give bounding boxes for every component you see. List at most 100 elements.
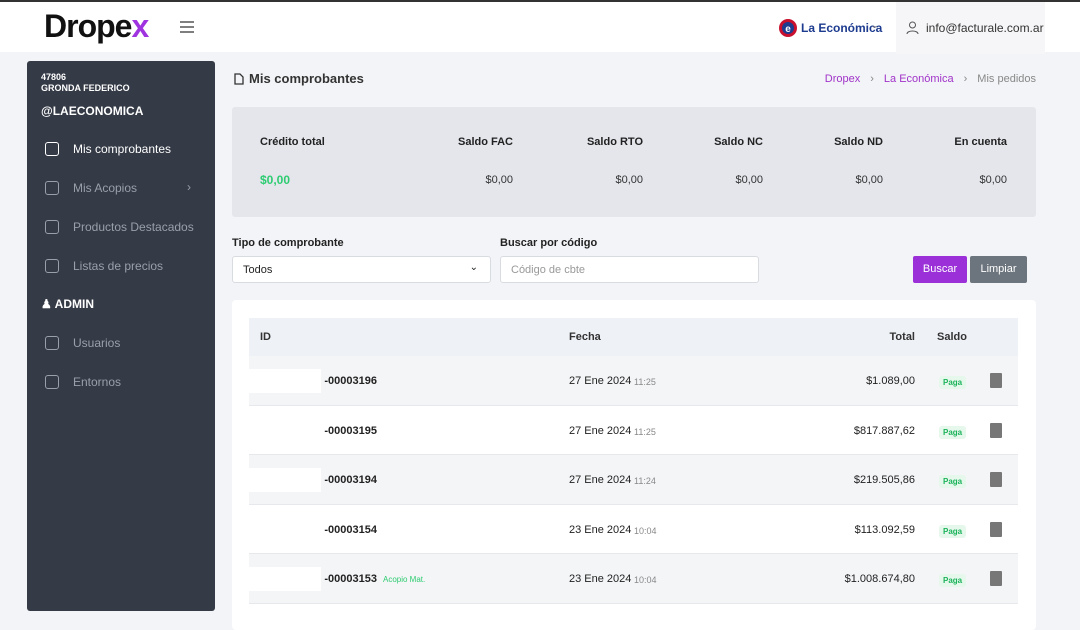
menu-icon xyxy=(45,259,59,273)
row-total: $817.887,62 xyxy=(853,424,915,437)
row-date: 23 Ene 2024 xyxy=(569,573,632,585)
row-time: 10:04 xyxy=(634,525,657,536)
status-badge: Paga xyxy=(939,574,967,587)
filter-label: Buscar por código xyxy=(500,237,598,249)
company-selector[interactable]: La Económica xyxy=(801,21,883,35)
filter-label: Tipo de comprobante xyxy=(232,237,344,249)
breadcrumb-item: Mis pedidos xyxy=(977,73,1036,85)
row-id: -00003154 xyxy=(324,523,377,536)
menu-icon xyxy=(45,375,59,389)
status-badge: Paga xyxy=(939,475,967,488)
row-date: 27 Ene 2024 xyxy=(569,375,632,387)
summary-value: $0,00 xyxy=(735,174,763,186)
row-total: $219.505,86 xyxy=(853,474,915,486)
row-time: 11:25 xyxy=(634,377,656,387)
summary-value: $0,00 xyxy=(855,174,883,186)
menu-item[interactable]: Mis Acopios xyxy=(73,181,138,195)
breadcrumb: Dropex › La Económica › Mis pedidos xyxy=(825,73,1036,85)
type-select[interactable]: Todos ⌄ xyxy=(232,256,491,283)
table-row[interactable] xyxy=(249,356,1018,406)
menu-icon xyxy=(45,220,59,234)
table-row[interactable] xyxy=(249,554,1018,604)
summary-label: Crédito total xyxy=(260,136,325,148)
svg-text:e: e xyxy=(785,24,791,35)
menu-item[interactable]: Listas de precios xyxy=(73,259,164,273)
row-id: -00003195 xyxy=(324,424,377,437)
row-date: 27 Ene 2024 xyxy=(569,474,632,486)
account-id: 47806 xyxy=(41,72,67,82)
table-row[interactable] xyxy=(249,405,1018,455)
summary-panel xyxy=(232,107,1036,217)
menu-icon xyxy=(45,181,59,195)
summary-label: Saldo RTO xyxy=(586,136,643,148)
summary-value: $0,00 xyxy=(485,174,513,186)
company-logo: e xyxy=(779,19,797,37)
document-icon[interactable] xyxy=(990,571,1002,586)
logo[interactable]: Dropex xyxy=(44,8,149,44)
row-tag: Acopio Mat. xyxy=(383,575,426,584)
menu-item[interactable]: Productos Destacados xyxy=(73,220,194,234)
row-date: 23 Ene 2024 xyxy=(569,523,632,536)
code-input[interactable]: Código de cbte xyxy=(500,256,759,283)
separator: › xyxy=(963,73,968,85)
summary-label: Saldo NC xyxy=(714,136,763,148)
document-icon[interactable] xyxy=(990,373,1002,388)
status-badge: Paga xyxy=(939,425,967,439)
row-total: $1.008.674,80 xyxy=(844,573,915,585)
account-name: GRONDA FEDERICO xyxy=(41,83,130,93)
admin-title-text: ADMIN xyxy=(54,297,94,311)
row-time: 10:04 xyxy=(634,575,657,585)
sidebar: 47806 GRONDA FEDERICO @LAECONOMICA ♟ ADM… xyxy=(27,61,215,611)
summary-value: $0,00 xyxy=(615,174,643,186)
redacted xyxy=(249,369,321,393)
header: Dropex e La Económica ⌄ info@facturale.c… xyxy=(0,0,1080,54)
column-header: Total xyxy=(889,331,915,343)
account-handle: @LAECONOMICA xyxy=(41,104,144,118)
search-button[interactable]: Buscar xyxy=(913,256,967,283)
document-icon[interactable] xyxy=(990,472,1002,487)
menu-item[interactable]: Mis comprobantes xyxy=(73,142,172,156)
status-badge: Paga xyxy=(939,524,967,538)
summary-label: En cuenta xyxy=(954,136,1007,148)
table-row[interactable] xyxy=(249,455,1018,505)
row-total: $1.089,00 xyxy=(866,375,915,387)
chevron: ⌄ xyxy=(871,20,879,30)
row-id: -00003196 xyxy=(324,375,377,387)
column-header: Fecha xyxy=(569,331,601,343)
page-icon xyxy=(234,73,244,85)
table-row[interactable] xyxy=(249,504,1018,554)
menu-icon xyxy=(45,336,59,350)
row-time: 11:25 xyxy=(634,426,656,437)
row-id: -00003153 xyxy=(324,573,377,585)
page-title: Mis comprobantes xyxy=(249,71,364,86)
redacted xyxy=(249,567,321,591)
separator: › xyxy=(870,73,874,85)
user-email: info@facturale.com.ar xyxy=(926,21,1044,35)
column-header: Saldo xyxy=(937,331,967,343)
document-icon[interactable] xyxy=(990,422,1002,438)
summary-label: Saldo ND xyxy=(834,136,883,148)
row-date: 27 Ene 2024 xyxy=(569,424,632,437)
breadcrumb-item[interactable]: Dropex xyxy=(824,73,861,85)
row-id: -00003194 xyxy=(324,474,377,486)
menu-item[interactable]: Usuarios xyxy=(73,336,121,350)
select-caret: ⌄ xyxy=(469,262,478,273)
table-header xyxy=(249,318,1018,356)
summary-label: Saldo FAC xyxy=(457,136,513,148)
select-value: Todos xyxy=(243,264,273,276)
user-icon xyxy=(906,21,919,34)
user-area[interactable] xyxy=(896,2,1045,54)
row-total: $113.092,59 xyxy=(854,523,915,536)
summary-value: $0,00 xyxy=(260,173,291,187)
submenu-arrow: › xyxy=(187,180,191,194)
clear-button[interactable]: Limpiar xyxy=(970,256,1027,283)
admin-title: ♟ ADMIN xyxy=(41,297,94,311)
column-header: ID xyxy=(260,331,271,343)
menu-item[interactable]: Entornos xyxy=(73,375,122,389)
breadcrumb-item[interactable]: La Económica xyxy=(883,73,954,85)
status-badge: Paga xyxy=(939,376,967,389)
menu-toggle[interactable] xyxy=(180,21,195,33)
document-icon[interactable] xyxy=(990,521,1002,537)
summary-value: $0,00 xyxy=(979,174,1007,186)
redacted xyxy=(249,468,321,492)
